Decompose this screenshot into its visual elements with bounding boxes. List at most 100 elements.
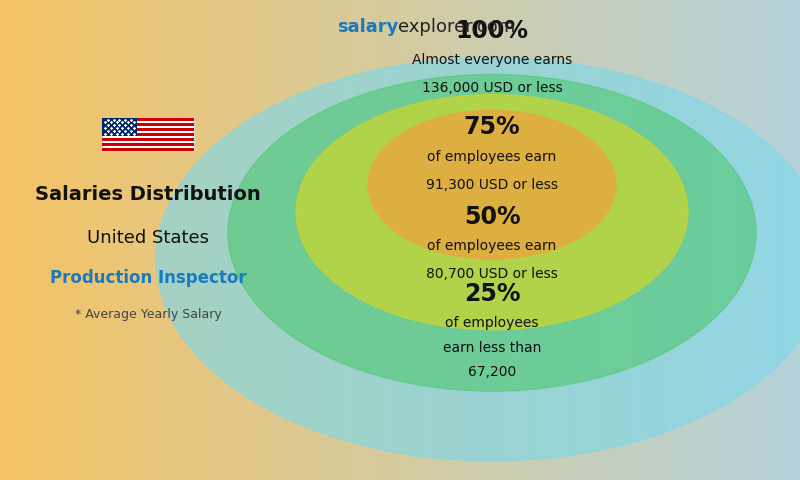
Bar [20, 0, 24, 480]
Bar [764, 0, 768, 480]
Bar [460, 0, 464, 480]
Bar [780, 0, 784, 480]
Bar [796, 0, 800, 480]
Bar [232, 0, 236, 480]
Bar [752, 0, 756, 480]
Bar [540, 0, 544, 480]
Bar [656, 0, 660, 480]
Bar [388, 0, 392, 480]
Bar [776, 0, 780, 480]
Bar [324, 0, 328, 480]
Bar [696, 0, 700, 480]
Bar [404, 0, 408, 480]
Bar [600, 0, 604, 480]
Bar [240, 0, 244, 480]
Bar [620, 0, 624, 480]
Text: 100%: 100% [455, 19, 529, 43]
Text: of employees earn: of employees earn [427, 239, 557, 253]
Bar [92, 0, 96, 480]
Bar [340, 0, 344, 480]
Bar [296, 0, 300, 480]
Bar [300, 0, 304, 480]
Bar [220, 0, 224, 480]
Bar [480, 0, 484, 480]
Bar [556, 0, 560, 480]
Bar [720, 0, 724, 480]
Bar [124, 0, 128, 480]
Bar [672, 0, 676, 480]
Bar [24, 0, 28, 480]
Bar [504, 0, 508, 480]
Bar [508, 0, 512, 480]
Text: United States: United States [87, 228, 209, 247]
Bar [592, 0, 596, 480]
Bar [676, 0, 680, 480]
Bar [52, 0, 56, 480]
Bar [148, 0, 152, 480]
Bar [216, 0, 220, 480]
Bar [116, 0, 120, 480]
Bar [100, 0, 104, 480]
Bar [428, 0, 432, 480]
Bar [102, 118, 194, 151]
Bar [468, 0, 472, 480]
Text: 80,700 USD or less: 80,700 USD or less [426, 266, 558, 281]
Bar [568, 0, 572, 480]
Bar [16, 0, 20, 480]
Bar [500, 0, 504, 480]
Text: Salaries Distribution: Salaries Distribution [35, 185, 261, 204]
Bar [456, 0, 460, 480]
Circle shape [228, 74, 756, 391]
Bar [364, 0, 368, 480]
Bar [488, 0, 492, 480]
Bar [716, 0, 720, 480]
Bar [576, 0, 580, 480]
Bar [536, 0, 540, 480]
Bar [212, 0, 216, 480]
Bar [288, 0, 292, 480]
Bar [400, 0, 404, 480]
Bar [102, 128, 194, 131]
Bar [180, 0, 184, 480]
Bar [668, 0, 672, 480]
Bar [356, 0, 360, 480]
Bar [416, 0, 420, 480]
Bar [44, 0, 48, 480]
Bar [380, 0, 384, 480]
Bar [792, 0, 796, 480]
Bar [664, 0, 668, 480]
Bar [376, 0, 380, 480]
Text: 25%: 25% [464, 282, 520, 306]
Text: 50%: 50% [464, 205, 520, 229]
Bar [788, 0, 792, 480]
Bar [512, 0, 516, 480]
Bar [156, 0, 160, 480]
Bar [360, 0, 364, 480]
Bar [708, 0, 712, 480]
Bar [268, 0, 272, 480]
Bar [396, 0, 400, 480]
Bar [256, 0, 260, 480]
Bar [102, 143, 194, 146]
Bar [102, 118, 194, 120]
Bar [384, 0, 388, 480]
Bar [684, 0, 688, 480]
Bar [748, 0, 752, 480]
Bar [352, 0, 356, 480]
Bar [436, 0, 440, 480]
Bar [492, 0, 496, 480]
Bar [308, 0, 312, 480]
Bar [102, 118, 137, 136]
Bar [588, 0, 592, 480]
Bar [248, 0, 252, 480]
Bar [420, 0, 424, 480]
Bar [40, 0, 44, 480]
Bar [196, 0, 200, 480]
Bar [744, 0, 748, 480]
Bar [4, 0, 8, 480]
Bar [176, 0, 180, 480]
Bar [0, 0, 4, 480]
Bar [596, 0, 600, 480]
Bar [484, 0, 488, 480]
Bar [632, 0, 636, 480]
